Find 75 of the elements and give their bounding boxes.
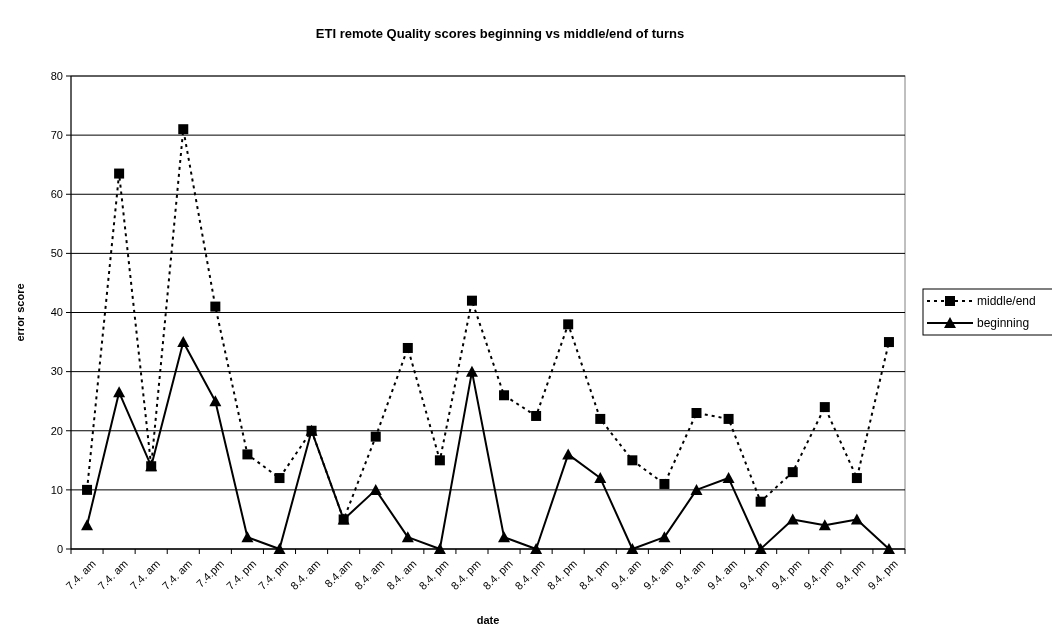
point [563,319,574,330]
chart-title: ETI remote Quality scores beginning vs middle/end of turns [315,26,685,41]
x-tick-label: 9.4. pm [865,557,900,592]
point [818,519,831,531]
point [370,431,381,442]
point [690,483,703,495]
point [113,386,126,398]
x-axis-title: date [476,614,500,626]
y-tick-label: 60 [50,188,63,201]
point [594,472,607,484]
legend-label: middle/end [977,294,1036,309]
x-tick-label: 8.4. am [384,557,419,592]
y-tick-label: 40 [50,306,63,319]
y-axis-title: error score [14,283,26,342]
point [241,531,254,543]
point [723,413,734,424]
point [850,513,863,525]
point [754,543,767,554]
x-tick-label: 7.4. am [63,557,98,592]
point [595,413,606,424]
point [531,410,542,421]
point [659,478,670,489]
point [82,484,93,495]
point [242,449,253,460]
point [787,467,798,478]
point [433,543,446,554]
point [851,473,862,484]
point [691,408,702,419]
x-tick-label: 8.4. pm [416,557,451,592]
point [466,295,477,306]
point [882,543,895,554]
point [401,531,414,543]
point [177,336,190,348]
x-tick-label: 9.4. pm [737,557,772,592]
point [883,337,894,348]
point [465,365,478,377]
x-tick-label: 9.4. pm [769,557,804,592]
x-tick-label: 8.4. pm [512,557,547,592]
y-tick-label: 70 [50,128,63,141]
x-tick-label: 7.4. am [95,557,130,592]
point [562,448,575,460]
y-tick-label: 80 [50,69,63,82]
point [755,496,766,507]
y-tick-label: 50 [50,247,63,260]
point [627,455,638,466]
x-tick-label: 8.4. pm [448,557,483,592]
y-tick-label: 0 [56,542,63,555]
x-tick-label: 9.4. am [705,557,740,592]
y-tick-label: 30 [50,365,63,378]
point [81,519,94,531]
point [178,124,189,135]
point [498,531,511,543]
point [209,395,222,407]
legend-label: beginning [977,316,1030,331]
x-tick-label: 9.4. pm [801,557,836,592]
point [210,301,221,312]
point [114,168,125,179]
y-tick-label: 10 [50,483,63,496]
point [499,390,510,401]
y-tick-label: 20 [50,424,63,437]
point [722,472,735,484]
point [402,342,413,353]
point [819,402,830,413]
x-tick-label: 9.4. pm [833,557,868,592]
point [786,513,799,525]
x-tick-label: 8.4. am [352,557,387,592]
point [434,455,445,466]
x-tick-label: 8.4. pm [480,557,515,592]
point [369,483,382,495]
point [274,473,285,484]
x-tick-label: 8.4. am [288,557,323,592]
point [530,543,543,554]
point [273,543,286,554]
point [626,543,639,554]
point [658,531,671,543]
